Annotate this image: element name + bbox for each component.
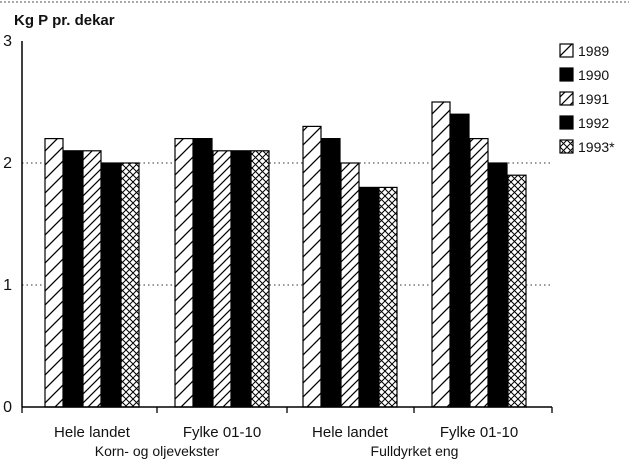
bar-1989-3 [302, 125, 322, 408]
bar-1992-3 [359, 186, 379, 408]
bar-1992-2 [231, 150, 251, 408]
bar-1993-4 [507, 174, 527, 408]
bar-1990-3 [321, 138, 341, 408]
legend-swatch [559, 115, 574, 130]
category-label: Fylke 01-10 [183, 424, 261, 441]
y-tick-label: 2 [3, 155, 12, 172]
legend-label: 1992 [578, 115, 609, 131]
group-label: Korn- og oljevekster [95, 443, 220, 459]
legend-swatch [559, 67, 574, 82]
bar-1990-2 [193, 138, 213, 408]
y-axis-label: Kg P pr. dekar [14, 12, 115, 29]
category-label: Hele landet [54, 424, 131, 441]
category-label: Fylke 01-10 [440, 424, 518, 441]
legend-label: 1989 [578, 43, 609, 59]
legend-swatch [559, 91, 574, 106]
y-tick-label: 0 [3, 399, 12, 416]
bar-1989-1 [44, 138, 64, 408]
bar-1991-4 [469, 138, 489, 408]
bar-1992-1 [101, 162, 121, 408]
bar-1991-1 [82, 150, 102, 408]
bar-1991-2 [212, 150, 232, 408]
bar-1989-2 [174, 138, 194, 408]
y-tick-label: 3 [3, 33, 12, 50]
category-label: Hele landet [312, 424, 389, 441]
bar-1990-1 [63, 150, 83, 408]
bar-1992-4 [488, 162, 508, 408]
bar-1989-4 [431, 101, 451, 408]
y-tick-label: 1 [3, 277, 12, 294]
legend-label: 1990 [578, 67, 609, 83]
bar-1991-3 [340, 162, 360, 408]
bar-1990-4 [450, 113, 470, 408]
legend-label: 1993* [578, 139, 615, 155]
legend-swatch [559, 139, 574, 154]
legend-swatch [559, 43, 574, 58]
bar-1993-2 [250, 150, 270, 408]
legend-label: 1991 [578, 91, 609, 107]
bar-1993-3 [378, 186, 398, 408]
group-label: Fulldyrket eng [371, 443, 459, 459]
bar-1993-1 [120, 162, 140, 408]
